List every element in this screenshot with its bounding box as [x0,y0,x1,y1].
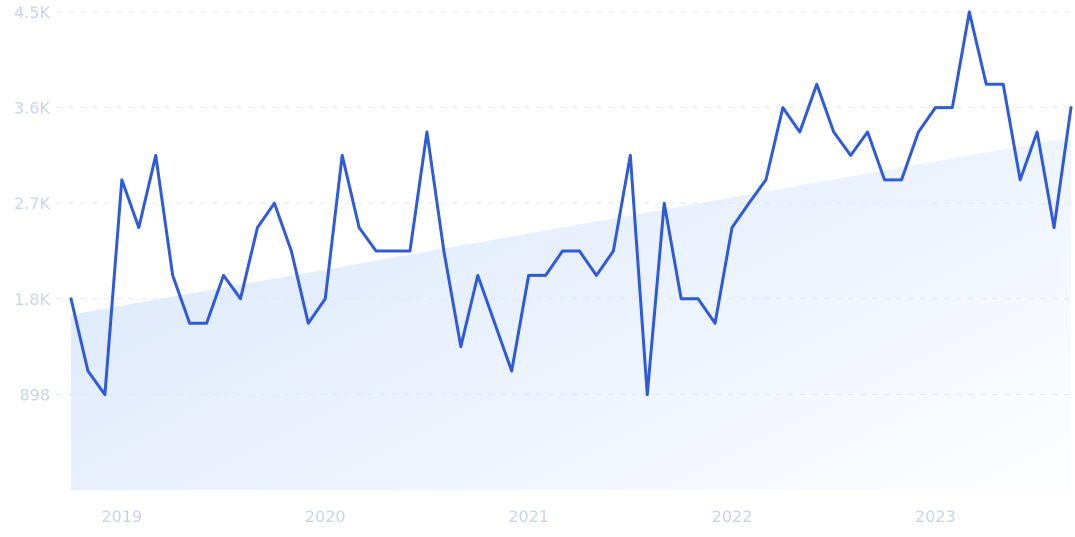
data-point [679,297,683,300]
data-point [425,130,429,134]
x-tick-label: 2019 [101,507,142,526]
data-point [324,297,327,300]
data-point [408,249,412,253]
data-point [239,297,242,300]
data-point [849,154,852,157]
y-tick-label: 3.6K [14,99,50,118]
data-point [391,249,395,253]
x-axis-ticks: 2019 2020 2021 2022 2023 [101,507,955,526]
data-point [713,322,717,325]
data-point [578,249,581,253]
trend-area [71,137,1071,490]
data-point [256,226,259,229]
data-point [103,393,107,396]
data-point [307,322,310,325]
data-point [764,178,768,182]
y-tick-label: 2.7K [14,194,50,213]
data-point [340,154,344,157]
data-point [171,274,174,277]
data-point [442,249,446,253]
data-point [629,154,632,157]
data-point [205,322,208,325]
data-point [1069,106,1073,109]
data-point [510,369,513,373]
data-point [290,249,293,253]
data-point [747,202,751,205]
data-point [154,154,157,157]
data-point [595,274,598,277]
series-layer [69,10,1073,397]
data-point [832,130,835,134]
data-point [798,130,802,134]
data-point [137,226,140,229]
data-point [781,106,785,109]
data-point [985,83,988,86]
y-tick-label: 1.8K [14,290,50,309]
data-point [646,393,649,396]
data-point [663,202,666,205]
data-point [900,178,903,182]
data-point [917,130,920,134]
y-tick-label: 4.5K [14,3,50,22]
data-point [696,297,700,300]
data-point [188,322,191,325]
y-tick-label: 898 [19,386,50,405]
data-point [934,106,937,109]
data-point [815,83,818,86]
data-point [273,202,276,205]
data-point [476,274,479,277]
data-point [493,322,496,325]
y-axis-ticks: 898 1.8K 2.7K 3.6K 4.5K [14,3,50,405]
data-point [544,274,547,277]
data-point [1018,178,1022,182]
trend-area-shape [71,137,1071,490]
data-point [883,178,886,182]
data-point [527,274,530,277]
data-point [222,274,225,277]
data-point [968,10,971,14]
data-point [1052,226,1056,229]
data-point [1035,130,1039,134]
series-line [69,10,1073,397]
data-point [357,226,361,229]
data-point [120,178,124,182]
x-tick-label: 2023 [915,507,956,526]
data-point [730,226,734,229]
x-tick-label: 2020 [305,507,346,526]
data-point [866,130,869,134]
data-point [612,249,615,253]
data-point [459,345,463,348]
data-point [951,106,954,109]
data-point [1002,83,1005,86]
x-tick-label: 2022 [712,507,753,526]
x-tick-label: 2021 [508,507,549,526]
data-point [69,297,73,300]
data-point [561,249,564,253]
data-point [86,369,90,373]
data-point [374,249,378,253]
